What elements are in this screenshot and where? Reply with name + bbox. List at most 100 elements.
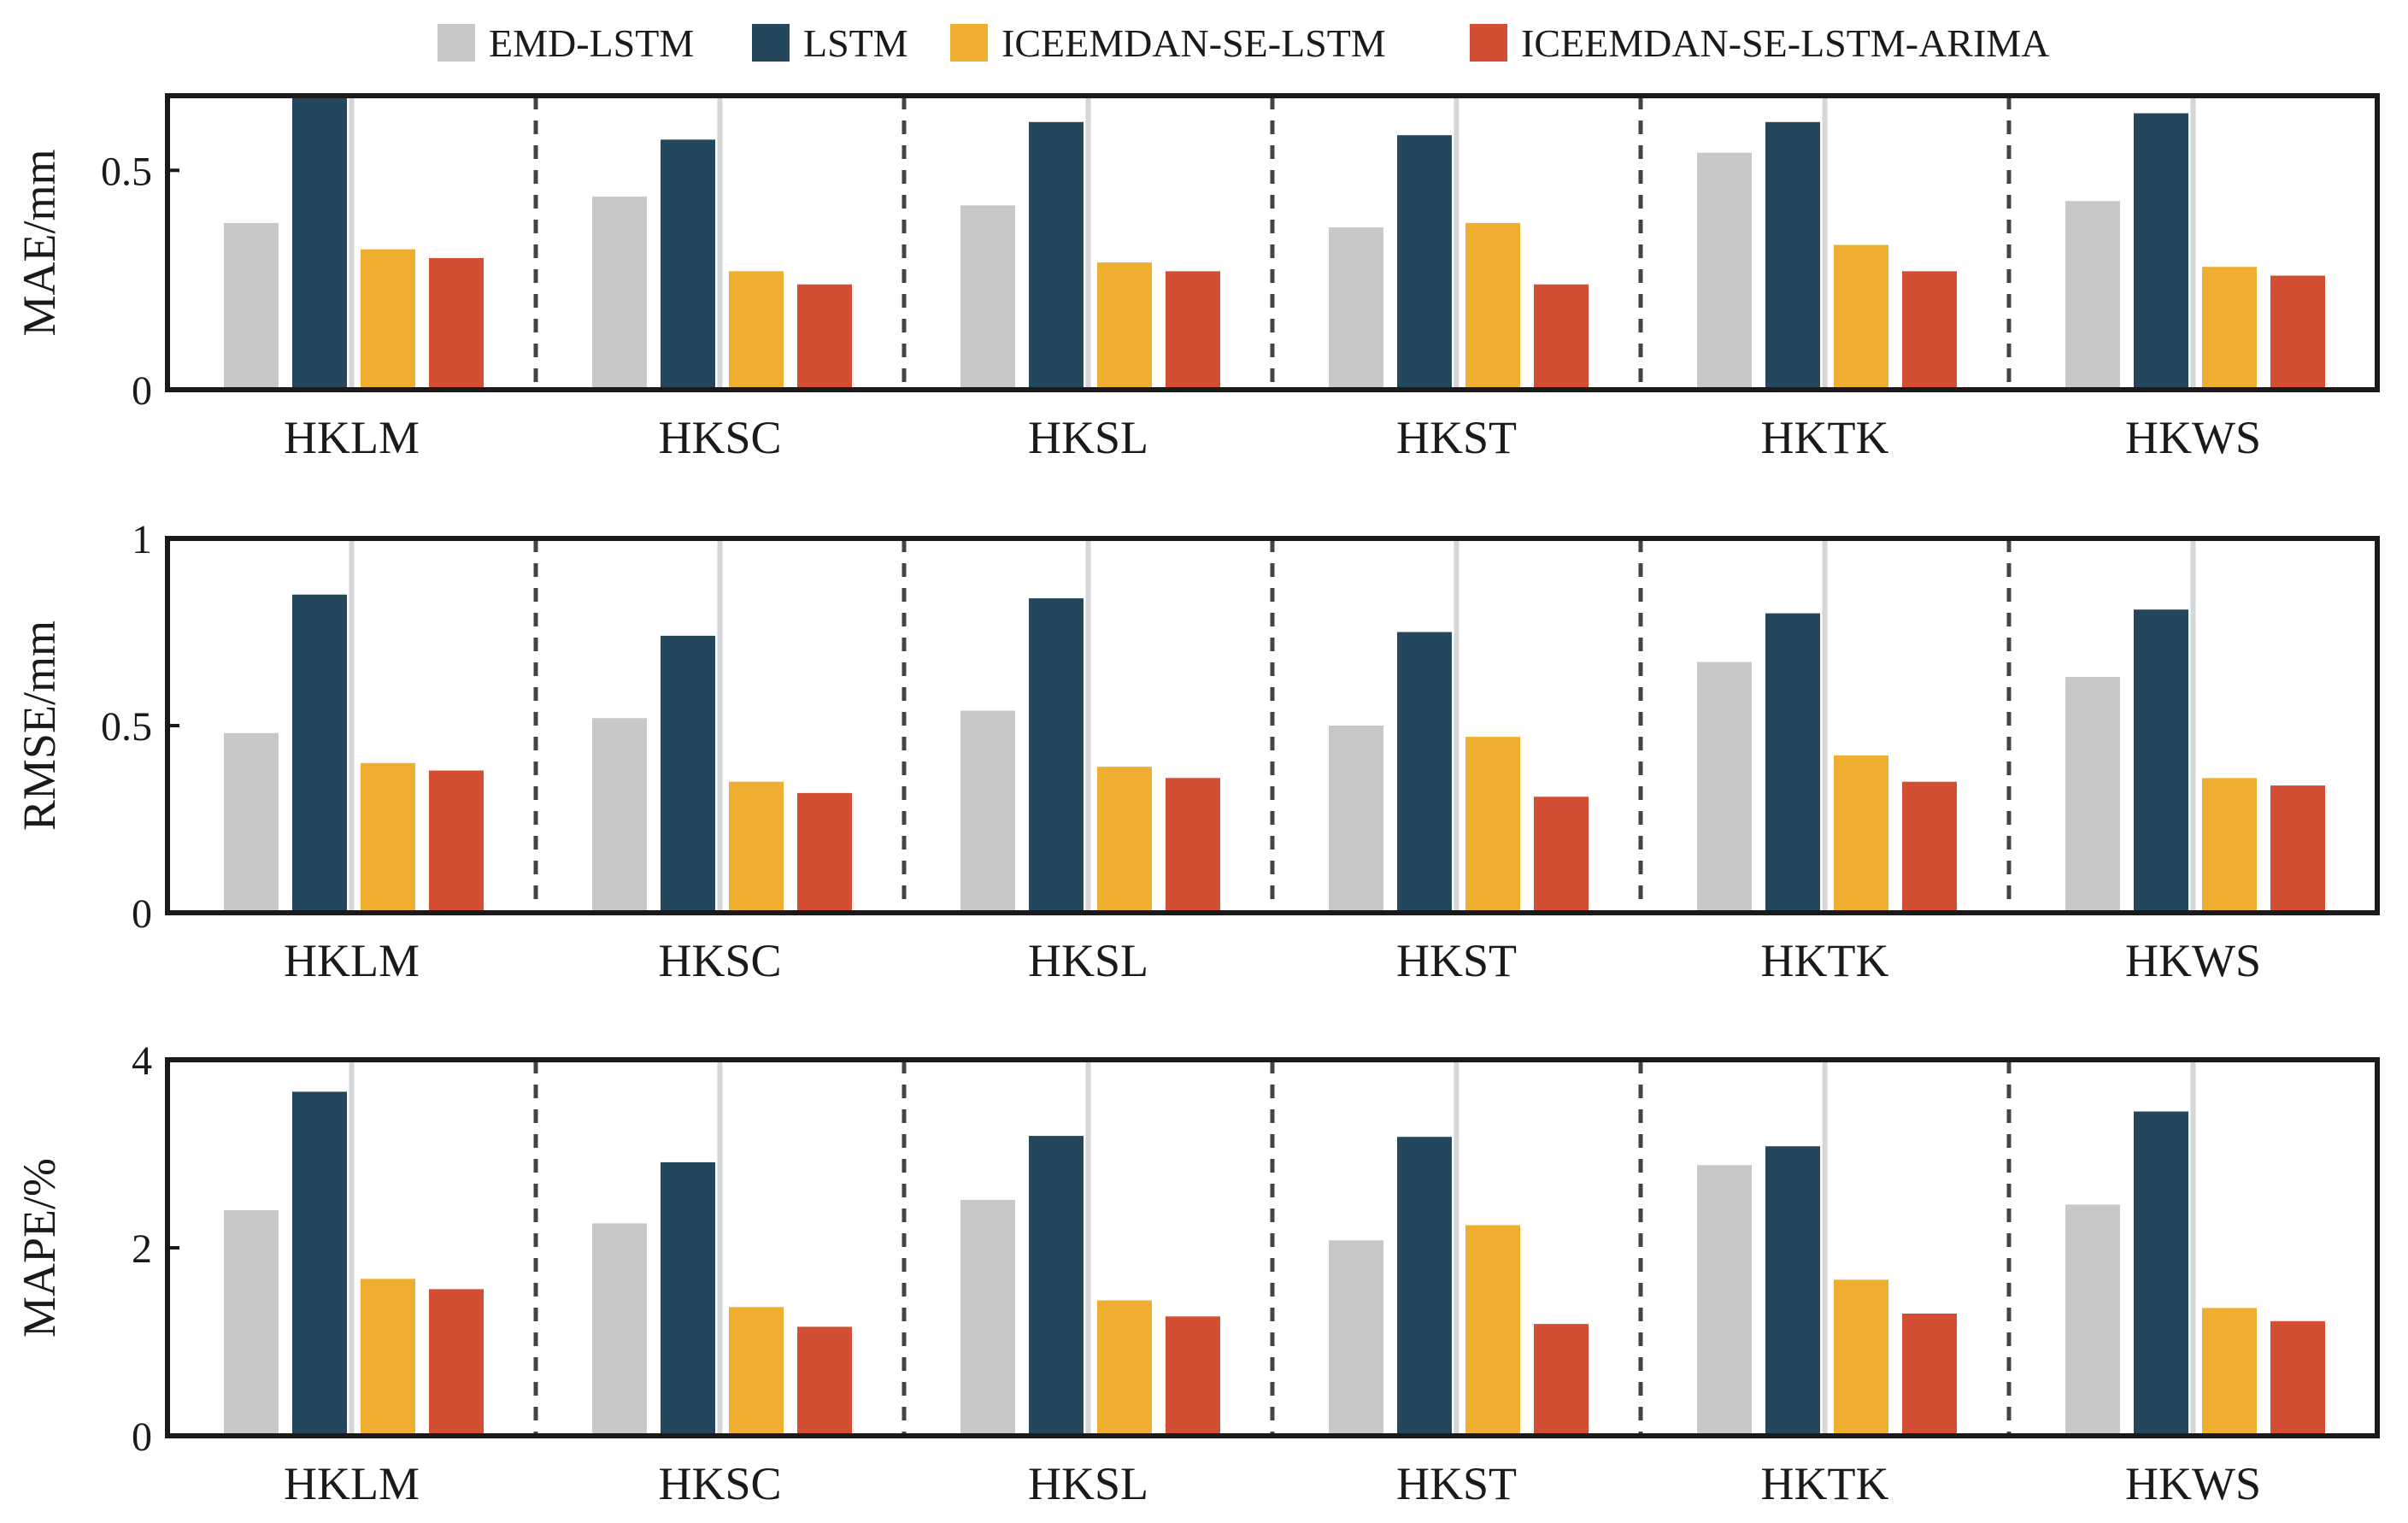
rmse-bar-hksl-s0 [960, 710, 1015, 913]
rmse-bar-hktk-s1 [1765, 613, 1820, 913]
mape-bar-hklm-s2 [361, 1279, 415, 1436]
rmse-bar-hkst-s0 [1329, 726, 1383, 913]
mape-bar-hkws-s0 [2065, 1204, 2120, 1436]
rmse-bar-hktk-s0 [1697, 662, 1752, 913]
legend-label-emd-lstm: EMD-LSTM [489, 21, 694, 65]
rmse-bar-hklm-s2 [361, 762, 415, 913]
mape-bar-hksl-s1 [1029, 1136, 1084, 1436]
mae-bar-hktk-s0 [1697, 152, 1752, 390]
mape-x-label-hkws: HKWS [2125, 1458, 2261, 1509]
rmse-bar-hklm-s3 [429, 770, 484, 913]
rmse-bar-hktk-s2 [1834, 756, 1888, 913]
rmse-bar-hksc-s2 [729, 781, 784, 913]
mae-bar-hklm-s0 [224, 222, 279, 390]
rmse-y-tick-label: 1 [132, 517, 152, 562]
mae-bar-hksc-s3 [797, 284, 852, 390]
mae-bar-hkst-s0 [1329, 227, 1383, 390]
mae-bar-hklm-s1 [292, 96, 347, 390]
rmse-bar-hksc-s0 [592, 718, 647, 913]
legend: EMD-LSTM LSTM ICEEMDAN-SE-LSTM ICEEMDAN-… [438, 21, 2049, 65]
rmse-y-tick-label: 0.5 [101, 704, 152, 750]
mae-bar-hktk-s1 [1765, 121, 1820, 390]
mae-bar-hkws-s2 [2202, 267, 2257, 390]
mae-bar-hksc-s0 [592, 197, 647, 390]
mape-y-tick-label: 4 [132, 1038, 152, 1084]
mae-bar-hkws-s0 [2065, 201, 2120, 390]
mae-bar-hksl-s3 [1166, 271, 1220, 390]
mape-bar-hklm-s3 [429, 1289, 484, 1436]
mape-x-label-hksl: HKSL [1028, 1458, 1148, 1509]
mape-bar-hksl-s2 [1097, 1300, 1152, 1436]
mape-bar-hktk-s1 [1765, 1146, 1820, 1436]
rmse-bar-hksl-s3 [1166, 778, 1220, 913]
mae-bar-hksc-s1 [661, 139, 715, 391]
mape-y-tick-label: 2 [132, 1226, 152, 1272]
rmse-x-label-hksl: HKSL [1028, 935, 1148, 986]
mape-bar-hkws-s2 [2202, 1308, 2257, 1436]
mae-bar-hksl-s1 [1029, 121, 1084, 390]
mae-bar-hkst-s2 [1465, 222, 1520, 390]
mape-bar-hkws-s3 [2270, 1320, 2325, 1436]
mae-plot-frame [165, 93, 2380, 392]
mae-bar-hkst-s3 [1534, 284, 1589, 390]
mae-x-label-hksl: HKSL [1028, 412, 1148, 463]
mape-bar-hksl-s3 [1166, 1316, 1220, 1436]
mape-y-tick-label: 0 [132, 1414, 152, 1460]
rmse-bar-hkws-s2 [2202, 778, 2257, 913]
mape-x-label-hkst: HKST [1396, 1458, 1517, 1509]
mae-bar-hklm-s2 [361, 249, 415, 390]
mape-bar-hkst-s3 [1534, 1324, 1589, 1436]
mape-bar-hkws-s1 [2134, 1111, 2188, 1436]
mae-bar-hksc-s2 [729, 271, 784, 390]
mae-bar-hklm-s3 [429, 257, 484, 390]
mae-x-label-hksc: HKSC [658, 412, 781, 463]
legend-label-iceemdan-se-lstm: ICEEMDAN-SE-LSTM [1001, 21, 1386, 65]
rmse-bar-hkst-s3 [1534, 797, 1589, 913]
mae-bar-hkws-s3 [2270, 275, 2325, 390]
mae-bar-hksl-s0 [960, 205, 1015, 390]
legend-label-lstm: LSTM [803, 21, 908, 65]
mae-bar-hksl-s2 [1097, 262, 1152, 390]
mape-bar-hksc-s3 [797, 1326, 852, 1436]
rmse-bar-hksc-s1 [661, 635, 715, 913]
mape-bar-hklm-s0 [224, 1210, 279, 1436]
rmse-bar-hklm-s0 [224, 732, 279, 913]
rmse-bar-hklm-s1 [292, 594, 347, 913]
rmse-bar-hkst-s2 [1465, 737, 1520, 913]
mae-bar-hktk-s3 [1902, 271, 1957, 390]
rmse-panel: 0 0.5 1 HKLM HKSC HKSL HKST HKTK HKWS RMSE/mm [14, 517, 2380, 986]
mape-bar-hktk-s0 [1697, 1165, 1752, 1436]
mape-bar-hkst-s2 [1465, 1225, 1520, 1436]
mape-bar-hkst-s0 [1329, 1240, 1383, 1436]
mape-y-axis-title: MAPE/% [14, 1158, 65, 1338]
mae-x-label-hklm: HKLM [284, 412, 420, 463]
rmse-bar-hkws-s3 [2270, 785, 2325, 913]
rmse-bar-hksl-s2 [1097, 767, 1152, 913]
legend-swatch-iceemdan-se-lstm [950, 24, 988, 62]
mape-bar-hksl-s0 [960, 1199, 1015, 1436]
mape-bar-hksc-s0 [592, 1223, 647, 1436]
legend-swatch-lstm [752, 24, 790, 62]
rmse-x-label-hksc: HKSC [658, 935, 781, 986]
mae-y-tick-label: 0.5 [101, 149, 152, 194]
mape-bar-hklm-s1 [292, 1091, 347, 1436]
mae-x-label-hktk: HKTK [1761, 412, 1889, 463]
rmse-bar-hksc-s3 [797, 792, 852, 913]
rmse-y-axis-title: RMSE/mm [14, 620, 65, 831]
rmse-x-label-hkst: HKST [1396, 935, 1517, 986]
mae-x-label-hkst: HKST [1396, 412, 1517, 463]
rmse-x-label-hktk: HKTK [1761, 935, 1889, 986]
rmse-bar-hkws-s0 [2065, 677, 2120, 913]
mape-panel: 0 2 4 HKLM HKSC HKSL HKST HKTK HKWS MAPE/% [14, 1038, 2380, 1509]
mae-x-label-hkws: HKWS [2125, 412, 2261, 463]
mae-y-tick-label: 0 [132, 368, 152, 414]
mape-x-label-hksc: HKSC [658, 1458, 781, 1509]
rmse-bar-hkst-s1 [1397, 632, 1452, 913]
rmse-y-tick-label: 0 [132, 891, 152, 937]
legend-swatch-emd-lstm [438, 24, 475, 62]
mae-bar-hkws-s1 [2134, 113, 2188, 391]
mae-y-axis-title: MAE/mm [14, 149, 65, 336]
mape-bar-hksc-s1 [661, 1161, 715, 1436]
mae-bar-hkst-s1 [1397, 135, 1452, 390]
